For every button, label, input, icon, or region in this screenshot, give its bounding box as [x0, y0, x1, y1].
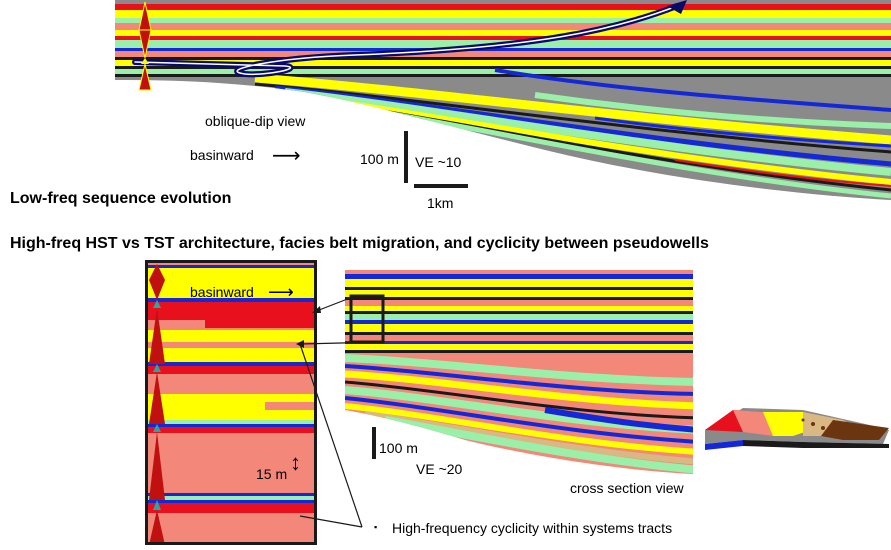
vertical-scale-label-cross-section: 100 m — [379, 440, 418, 456]
caption-bullet: ▪ — [374, 522, 378, 532]
horizontal-scale-label-top: 1km — [427, 195, 454, 211]
ve-label-cross-section: VE ~20 — [416, 461, 463, 477]
caption-text: High-frequency cyclicity within systems … — [392, 520, 673, 536]
ve-label-top: VE ~10 — [415, 154, 462, 170]
high-freq-heading: High-freq HST vs TST architecture, facie… — [10, 235, 709, 252]
oblique-dip-view-panel — [115, 0, 891, 200]
basinward-label-top: basinward — [190, 147, 254, 163]
oblique-dip-view-label: oblique-dip view — [205, 113, 306, 129]
vertical-scale-bar-cross-section — [372, 427, 376, 459]
vertical-scale-bar-top — [404, 131, 408, 183]
pseudowell-column — [145, 260, 317, 545]
3d-block-model-icon — [705, 408, 889, 450]
low-freq-heading: Low-freq sequence evolution — [10, 190, 232, 207]
cross-section-view-label: cross section view — [570, 480, 684, 496]
vertical-scale-label-top: 100 m — [360, 151, 399, 167]
basinward-arrow-top: ⟶ — [272, 145, 301, 167]
column-scale-arrow: ↕ — [290, 450, 301, 475]
basinward-arrow-column: ⟶ — [268, 282, 294, 302]
cross-section-view-panel — [345, 270, 693, 474]
column-scale-label: 15 m — [256, 466, 288, 482]
basinward-label-column: basinward — [190, 284, 254, 300]
horizontal-scale-bar-top — [414, 184, 468, 188]
